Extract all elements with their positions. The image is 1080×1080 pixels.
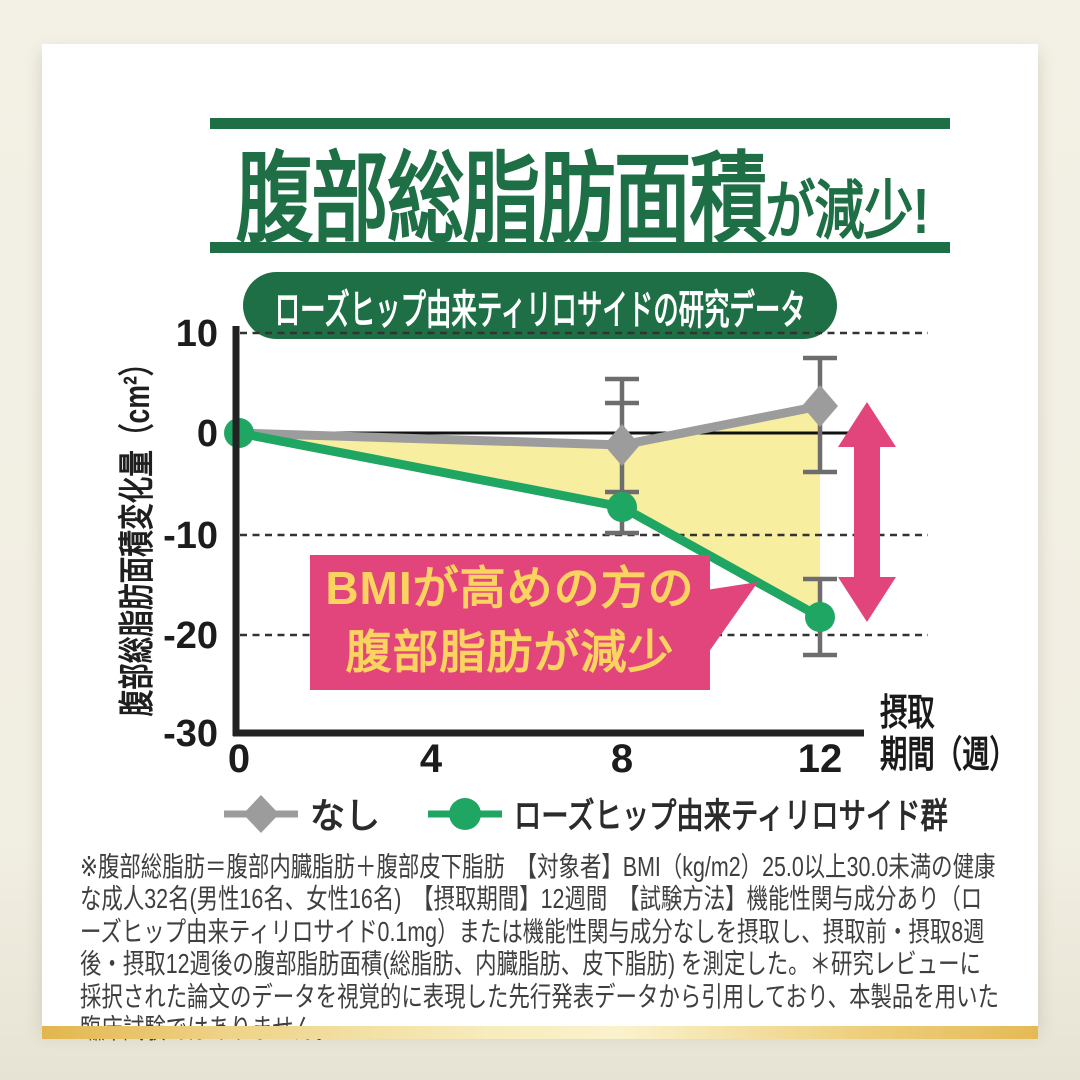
x-tick-4: 4: [420, 737, 443, 781]
x-axis-label-line2: 期間（週）: [880, 733, 1017, 775]
title-bottom-rule: [210, 242, 950, 253]
x-tick-0: 0: [228, 737, 250, 781]
content-card: 腹部総脂肪面積が減少! ローズヒップ由来ティリロサイドの研究データ: [42, 44, 1038, 1044]
bmi-callout-box: [310, 555, 710, 690]
difference-arrow: [838, 402, 896, 622]
y-tick-0: 0: [197, 413, 218, 455]
legend-label-tiliroside: ローズヒップ由来ティリロサイド群: [514, 797, 948, 836]
gold-accent-bar: [42, 1026, 1038, 1039]
y-tick-neg30: -30: [163, 713, 218, 755]
page-title: 腹部総脂肪面積が減少!: [42, 132, 1080, 248]
x-axis-label: 摂取 期間（週）: [880, 692, 1017, 776]
y-tick-labels: 10 0 -10 -20 -30: [163, 313, 218, 755]
study-data-badge: ローズヒップ由来ティリロサイドの研究データ: [243, 272, 837, 339]
y-tick-10: 10: [176, 313, 218, 355]
legend-label-none: なし: [309, 797, 380, 836]
x-tick-12: 12: [798, 737, 843, 781]
y-axis-label: 腹部総脂肪面積変化量（cm²）: [116, 349, 157, 717]
y-tick-neg20: -20: [163, 615, 218, 657]
bmi-callout-line2: 腹部脂肪が減少: [346, 626, 675, 678]
x-axis-label-line1: 摂取: [880, 692, 935, 733]
bmi-callout-line1: BMIが高めの方の: [325, 562, 694, 614]
study-data-badge-label: ローズヒップ由来ティリロサイドの研究データ: [274, 286, 806, 333]
x-tick-labels: 0 4 8 12: [228, 737, 842, 781]
bmi-callout: BMIが高めの方の 腹部脂肪が減少: [310, 555, 758, 690]
legend-item-none: なし: [222, 788, 380, 839]
legend-item-tiliroside: ローズヒップ由来ティリロサイド群: [426, 788, 948, 839]
footnote-text: ※腹部総脂肪＝腹部内臓脂肪＋腹部皮下脂肪 【対象者】BMI（kg/m2）25.0…: [80, 851, 1000, 1044]
title-main-text: 腹部総脂肪面積: [235, 143, 767, 254]
diamond-marker-icon: [223, 794, 298, 833]
bmi-callout-pointer: [706, 582, 758, 656]
chart-legend: なし ローズヒップ由来ティリロサイド群: [42, 788, 1080, 839]
x-tick-8: 8: [611, 737, 633, 781]
title-sub-text: が減少!: [765, 175, 929, 247]
title-top-rule: [210, 118, 950, 129]
series-none-markers: [604, 385, 838, 466]
fat-area-line-chart: 10 0 -10 -20 -30 0 4 8 12 BMIが高めの方の 腹部脂肪…: [163, 313, 928, 781]
y-tick-neg10: -10: [163, 515, 218, 557]
circle-marker-icon: [428, 797, 502, 830]
